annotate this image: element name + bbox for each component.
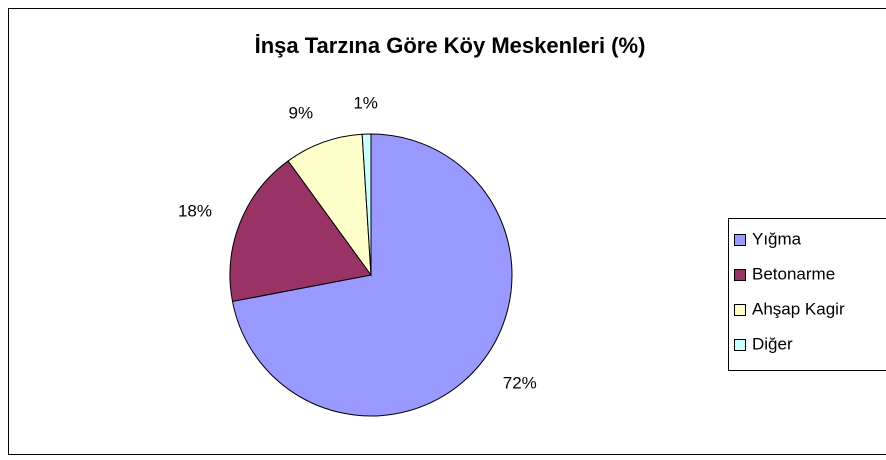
data-label: 1% bbox=[353, 94, 378, 113]
pie-slice bbox=[287, 133, 372, 277]
pie-slice bbox=[229, 160, 372, 303]
legend-label: Yığma bbox=[752, 229, 802, 248]
legend-swatch bbox=[734, 304, 746, 316]
legend-swatch bbox=[734, 269, 746, 281]
legend-swatch bbox=[734, 339, 746, 351]
data-label: 9% bbox=[288, 104, 313, 123]
legend-box bbox=[728, 218, 886, 371]
pie-slice bbox=[361, 133, 372, 276]
legend-label: Diğer bbox=[752, 334, 793, 353]
legend-label: Ahşap Kagir bbox=[752, 299, 845, 318]
legend-label: Betonarme bbox=[752, 264, 835, 283]
legend-swatch bbox=[734, 234, 746, 246]
pie-slice bbox=[231, 133, 513, 417]
chart-title: İnşa Tarzına Göre Köy Meskenleri (%) bbox=[255, 33, 646, 58]
data-label: 72% bbox=[503, 373, 537, 392]
data-label: 18% bbox=[178, 202, 212, 221]
